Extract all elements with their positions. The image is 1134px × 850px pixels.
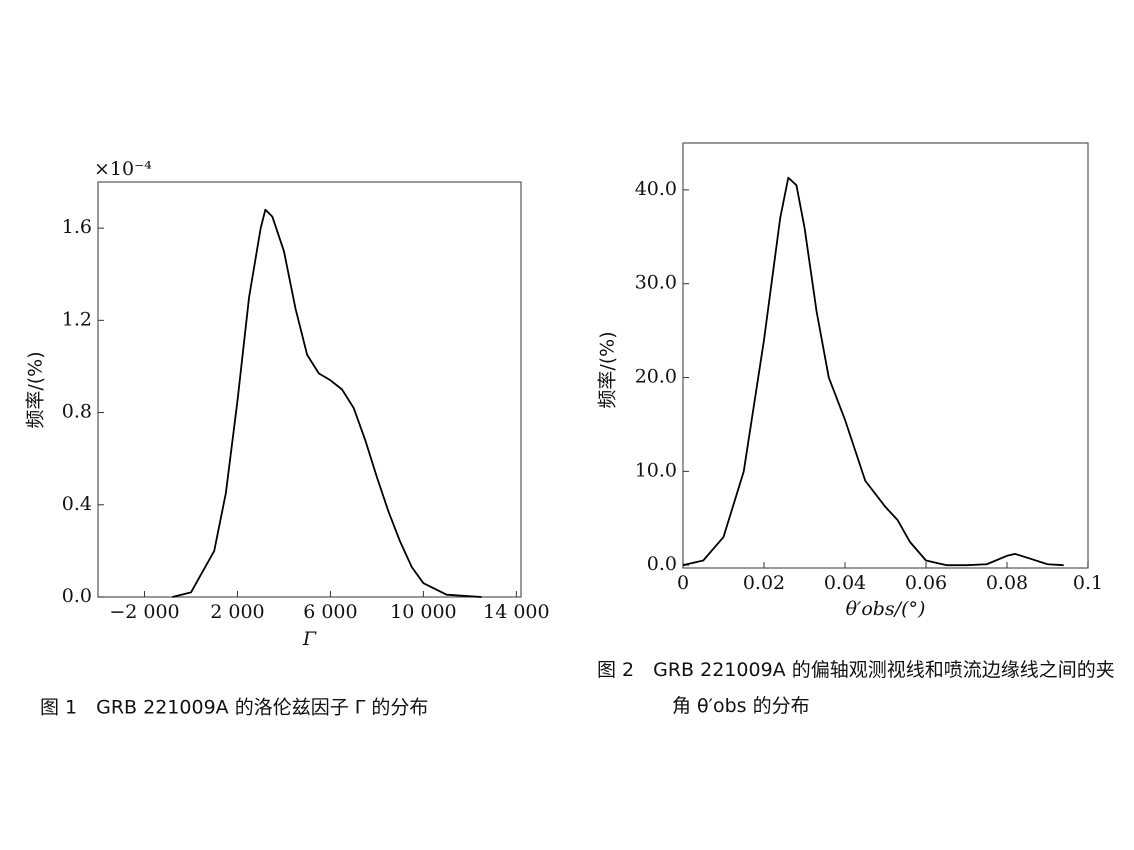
y-tick-label: 40.0: [635, 178, 677, 200]
data-line: [172, 208, 482, 598]
x-tick-label: 0.04: [824, 572, 866, 594]
x-tick-label: 14 000: [483, 601, 549, 623]
y-axis-label: 频率/(%): [597, 331, 619, 408]
caption: 图 2 GRB 221009A 的偏轴观测视线和喷流边缘线之间的夹角 θ′obs…: [597, 659, 1115, 717]
y-tick-label: 0.0: [62, 585, 92, 607]
x-tick-label: −2 000: [109, 601, 179, 623]
x-tick-label: 10 000: [390, 601, 456, 623]
y-tick-label: 20.0: [635, 366, 677, 388]
x-tick-label: 0.02: [743, 572, 785, 594]
data-line: [682, 176, 1064, 567]
y-tick-label: 1.2: [62, 308, 92, 330]
y-tick-label: 30.0: [635, 272, 677, 294]
y-tick-label: 0.8: [62, 401, 92, 423]
x-tick-label: 0.06: [905, 572, 947, 594]
plot-frame: [97, 181, 522, 598]
y-tick-label: 10.0: [635, 459, 677, 481]
x-axis-label: θ′obs/(°): [846, 598, 926, 620]
x-tick-label: 0.1: [1073, 572, 1103, 594]
y-tick-label: 0.4: [62, 493, 92, 515]
y-tick-label: 0.0: [647, 553, 677, 575]
caption: 图 1 GRB 221009A 的洛伦兹因子 Γ 的分布: [40, 697, 428, 719]
axis-multiplier: ×10⁻⁴: [94, 158, 152, 180]
x-axis-label: Γ: [302, 628, 317, 650]
x-tick-label: 0: [677, 572, 689, 594]
y-axis-label: 频率/(%): [25, 351, 47, 428]
x-tick-label: 0.08: [986, 572, 1028, 594]
plot-frame: [682, 142, 1089, 569]
x-tick-label: 6 000: [303, 601, 357, 623]
x-tick-label: 2 000: [210, 601, 264, 623]
y-tick-label: 1.6: [62, 216, 92, 238]
